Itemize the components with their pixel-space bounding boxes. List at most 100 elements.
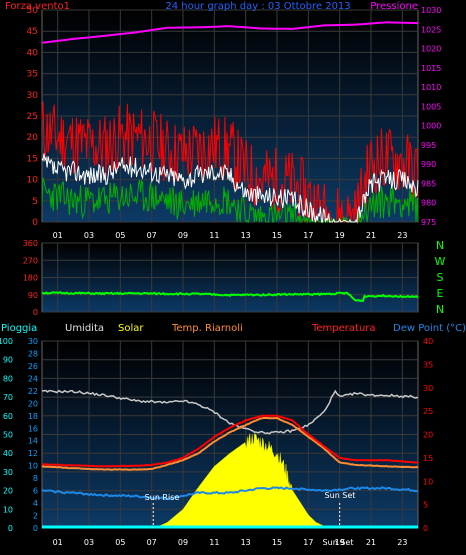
sunrise-annotation: Sun Rise — [145, 493, 180, 502]
humidity-tick-label: 20 — [28, 399, 38, 408]
bottom-x-tick-label: 03 — [84, 538, 94, 547]
rain-tick-label: 20 — [3, 487, 13, 496]
direction-tick-label: 270 — [23, 256, 38, 265]
bottom-x-tick-label: 09 — [178, 538, 188, 547]
humidity-tick-label: 0 — [33, 524, 38, 533]
rain-tick-label: 70 — [3, 393, 13, 402]
top-right-tick-label: 1005 — [421, 102, 441, 111]
humidity-label: Umidita — [65, 323, 104, 334]
rain-tick-label: 10 — [3, 505, 13, 514]
bottom-x-tick-label: 23 — [397, 538, 407, 547]
top-x-tick-label: 03 — [84, 231, 94, 240]
temperature-label: Temperatura — [311, 323, 376, 334]
bottom-x-tick-label: 19 — [335, 538, 345, 547]
top-x-tick-label: 09 — [178, 231, 188, 240]
direction-letter-s: S — [437, 271, 444, 284]
humidity-tick-label: 16 — [28, 424, 38, 433]
rain-tick-label: 90 — [3, 356, 13, 365]
direction-letter-w: W — [435, 255, 446, 268]
top-left-tick-label: 0 — [32, 218, 38, 228]
bottom-x-tick-label: 05 — [115, 538, 125, 547]
wind-gust-line — [41, 101, 419, 224]
humidity-tick-label: 28 — [28, 349, 38, 358]
top-right-tick-label: 1025 — [421, 25, 441, 34]
bottom-x-tick-label: 13 — [241, 538, 251, 547]
top-right-tick-label: 1020 — [421, 45, 441, 54]
top-right-tick-label: 975 — [421, 218, 436, 227]
bottom-x-tick-label: 17 — [303, 538, 313, 547]
heat-index-line — [41, 416, 419, 471]
direction-letter-e: E — [437, 287, 444, 300]
rain-tick-label: 80 — [3, 374, 13, 383]
temperature-tick-label: 10 — [423, 477, 433, 486]
humidity-tick-label: 24 — [28, 374, 38, 383]
rain-tick-label: 40 — [3, 449, 13, 458]
direction-tick-label: 360 — [23, 239, 38, 248]
wind-average-line — [41, 153, 419, 224]
humidity-tick-label: 18 — [28, 412, 38, 421]
humidity-tick-label: 12 — [28, 449, 38, 458]
heat-index-label: Temp. Riarnoli — [171, 323, 243, 334]
top-x-tick-label: 13 — [241, 231, 251, 240]
rain-tick-label: 100 — [0, 337, 13, 346]
top-right-tick-label: 995 — [421, 141, 436, 150]
chart-series — [41, 21, 419, 529]
top-left-axis-label: Forza vento1 — [5, 1, 70, 12]
temperature-tick-label: 30 — [423, 384, 433, 393]
pressure-line — [41, 21, 419, 44]
direction-tick-label: 0 — [33, 308, 38, 317]
direction-tick-label: 180 — [23, 274, 38, 283]
temperature-tick-label: 35 — [423, 360, 433, 369]
humidity-tick-label: 26 — [28, 362, 38, 371]
top-left-tick-label: 15 — [27, 154, 38, 164]
humidity-tick-label: 30 — [28, 337, 38, 346]
sunset-annotation: Sun Set — [325, 491, 356, 500]
top-right-tick-label: 985 — [421, 179, 436, 188]
humidity-tick-label: 8 — [33, 474, 38, 483]
top-x-tick-label: 07 — [147, 231, 157, 240]
top-x-tick-label: 11 — [209, 231, 219, 240]
top-x-tick-label: 15 — [272, 231, 282, 240]
top-x-tick-label: 05 — [115, 231, 125, 240]
humidity-line — [41, 389, 419, 435]
rain-axis-label: Pioggia — [1, 323, 37, 334]
bottom-x-tick-label: 07 — [147, 538, 157, 547]
top-left-tick-label: 35 — [27, 70, 38, 80]
humidity-tick-label: 4 — [33, 499, 38, 508]
bottom-x-tick-label: 15 — [272, 538, 282, 547]
top-right-tick-label: 980 — [421, 199, 436, 208]
sunset-time-annotation: Sun Set — [323, 538, 354, 547]
chart-title: 24 hour graph day : 03 Ottobre 2013 — [165, 1, 350, 12]
dew-point-line — [41, 486, 419, 501]
temperature-tick-label: 5 — [423, 501, 428, 510]
top-left-tick-label: 50 — [27, 6, 39, 16]
dew-point-label: Dew Point (°C) — [393, 323, 466, 334]
bottom-x-tick-label: 11 — [209, 538, 219, 547]
bottom-x-tick-label: 01 — [53, 538, 63, 547]
top-x-tick-label: 01 — [53, 231, 63, 240]
wind-direction-line — [41, 291, 419, 303]
top-right-tick-label: 990 — [421, 160, 436, 169]
direction-tick-label: 90 — [28, 291, 38, 300]
top-right-axis-label: Pressione — [370, 1, 418, 12]
top-x-tick-label: 21 — [366, 231, 376, 240]
temperature-tick-label: 15 — [423, 454, 433, 463]
top-right-tick-label: 1010 — [421, 83, 441, 92]
top-left-tick-label: 30 — [27, 91, 39, 101]
humidity-tick-label: 14 — [28, 437, 38, 446]
solar-label: Solar — [118, 323, 144, 334]
temperature-tick-label: 0 — [423, 524, 428, 533]
rain-tick-label: 30 — [3, 468, 13, 477]
humidity-tick-label: 2 — [33, 512, 38, 521]
top-left-tick-label: 45 — [27, 27, 38, 37]
top-left-tick-label: 25 — [27, 112, 38, 122]
rain-tick-label: 60 — [3, 412, 13, 421]
temperature-tick-label: 20 — [423, 431, 433, 440]
top-x-tick-label: 23 — [397, 231, 407, 240]
solar-area — [154, 432, 332, 529]
temperature-tick-label: 25 — [423, 407, 433, 416]
direction-letter-n-top: N — [436, 239, 444, 252]
temperature-line — [41, 414, 419, 468]
top-right-tick-label: 1000 — [421, 122, 441, 131]
